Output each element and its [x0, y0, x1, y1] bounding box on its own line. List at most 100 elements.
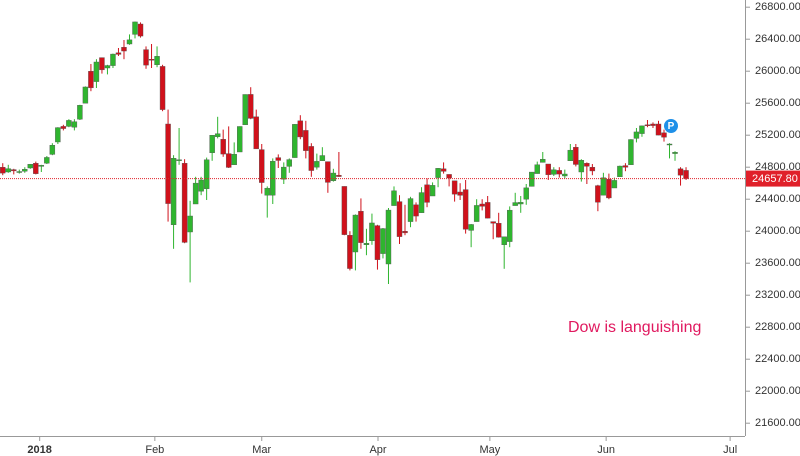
- candle-body: [556, 170, 563, 175]
- candle-body: [490, 221, 496, 224]
- candle-body: [82, 86, 89, 104]
- candle-body: [220, 138, 226, 155]
- candle-body: [66, 120, 72, 127]
- candle-body: [214, 133, 221, 137]
- candle-body: [595, 185, 601, 203]
- candle-body: [451, 180, 458, 195]
- candle-body: [633, 131, 640, 139]
- y-tick-label: 25200.00: [755, 129, 800, 141]
- candle-body: [242, 94, 248, 126]
- candle-body: [402, 230, 408, 234]
- candle-body: [358, 210, 364, 243]
- candle-body: [71, 121, 78, 128]
- candle-body: [540, 158, 546, 163]
- candle-body: [523, 187, 529, 200]
- candle-body: [363, 243, 370, 245]
- candle-body: [578, 160, 585, 173]
- candle-body: [407, 198, 414, 222]
- candle-body: [529, 171, 535, 187]
- y-tick-label: 22800.00: [755, 321, 800, 333]
- candle-body: [154, 56, 160, 65]
- candle-body: [479, 203, 485, 207]
- candle-body: [650, 123, 656, 126]
- candle-body: [38, 165, 45, 167]
- candle-body: [88, 70, 94, 89]
- candle-body: [55, 127, 61, 143]
- candle-body: [380, 228, 386, 254]
- candle-body: [115, 52, 122, 55]
- candle-body: [666, 143, 673, 146]
- y-tick-label: 22400.00: [755, 353, 800, 365]
- candle-body: [385, 209, 392, 265]
- candle-body: [655, 123, 662, 136]
- y-tick-label: 24400.00: [755, 193, 800, 205]
- candle-body: [308, 146, 315, 171]
- candle-body: [60, 126, 67, 129]
- x-tick-label: Jul: [723, 444, 737, 456]
- candle-body: [347, 234, 353, 269]
- candle-body: [192, 182, 199, 205]
- candle-body: [644, 124, 651, 127]
- last-price-box: [746, 170, 800, 187]
- candle-body: [589, 166, 596, 172]
- candle-body: [562, 173, 568, 177]
- candle-body: [11, 169, 17, 172]
- candle-body: [369, 222, 375, 242]
- x-tick-label: May: [479, 444, 500, 456]
- candle-body: [584, 162, 590, 167]
- candle-body: [231, 154, 237, 166]
- candle-body: [187, 215, 193, 233]
- candle-body: [281, 166, 287, 180]
- y-tick-label: 26400.00: [755, 33, 800, 45]
- candle-body: [259, 149, 265, 183]
- candle-body: [275, 157, 281, 161]
- candle-body: [606, 178, 612, 199]
- candle-body: [418, 192, 425, 213]
- candle-body: [303, 130, 309, 151]
- y-tick-label: 23200.00: [755, 289, 800, 301]
- candle-body: [49, 144, 56, 155]
- candle-body: [159, 66, 166, 110]
- candle-body: [352, 214, 359, 253]
- candle-body: [5, 168, 11, 173]
- candle-body: [104, 65, 111, 69]
- candle-body: [286, 159, 292, 167]
- candle-body: [330, 172, 337, 181]
- candle-body: [126, 39, 133, 45]
- candle-body: [611, 180, 618, 189]
- candle-body: [683, 170, 689, 179]
- x-tick-label: Jun: [597, 444, 615, 456]
- candle-body: [77, 105, 83, 120]
- candle-body: [27, 164, 34, 169]
- candle-body: [440, 168, 447, 172]
- candle-body: [462, 189, 469, 230]
- y-tick-label: 24800.00: [755, 161, 800, 173]
- candle-body: [170, 158, 177, 226]
- candle-body: [297, 120, 304, 138]
- candle-body: [110, 53, 116, 66]
- candle-body: [573, 146, 579, 165]
- candle-body: [22, 169, 28, 172]
- candle-body: [176, 159, 182, 161]
- x-tick-label: Apr: [369, 444, 386, 456]
- candle-body: [677, 168, 684, 176]
- candle-body: [292, 124, 298, 158]
- candle-body: [181, 162, 188, 243]
- candle-body: [165, 123, 171, 204]
- candle-body: [33, 162, 39, 174]
- candle-body: [446, 174, 452, 179]
- candle-body: [622, 165, 629, 168]
- candle-body: [325, 161, 331, 183]
- candle-body: [143, 49, 149, 66]
- y-tick-label: 26000.00: [755, 65, 800, 77]
- candle-body: [468, 224, 474, 231]
- candle-body: [319, 155, 326, 162]
- candle-body: [507, 209, 513, 242]
- candle-body: [639, 125, 645, 134]
- y-tick-label: 26800.00: [755, 1, 800, 13]
- candle-body: [672, 152, 678, 154]
- candle-body: [435, 168, 441, 178]
- candle-body: [225, 153, 232, 168]
